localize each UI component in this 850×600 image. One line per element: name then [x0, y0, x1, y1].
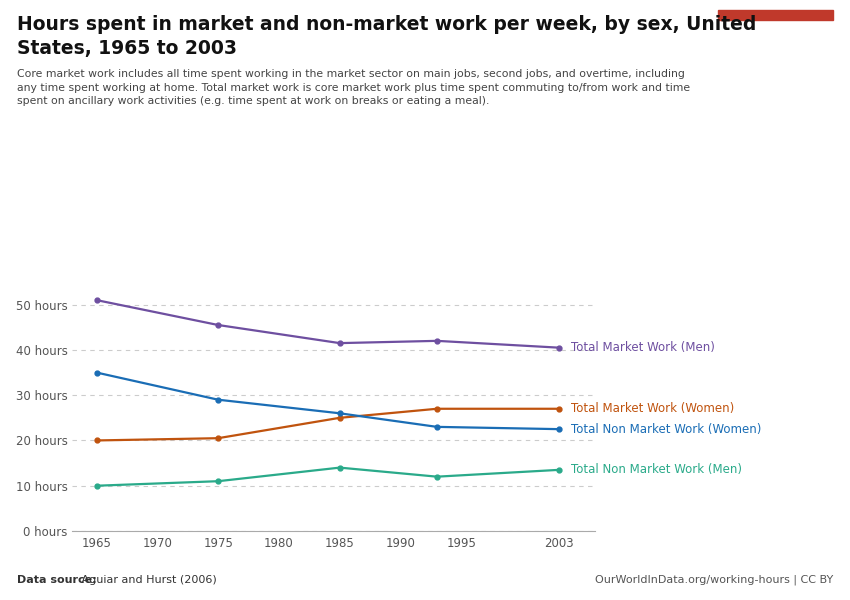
- Text: Aguiar and Hurst (2006): Aguiar and Hurst (2006): [78, 575, 217, 585]
- Text: Our World: Our World: [746, 29, 805, 39]
- Text: Total Non Market Work (Women): Total Non Market Work (Women): [570, 422, 761, 436]
- Text: Core market work includes all time spent working in the market sector on main jo: Core market work includes all time spent…: [17, 69, 690, 106]
- Text: Total Market Work (Men): Total Market Work (Men): [570, 341, 715, 354]
- Bar: [718, 10, 833, 20]
- Text: in Data: in Data: [755, 46, 796, 56]
- Text: Data source:: Data source:: [17, 575, 97, 585]
- Text: Total Non Market Work (Men): Total Non Market Work (Men): [570, 463, 742, 476]
- Text: States, 1965 to 2003: States, 1965 to 2003: [17, 39, 237, 58]
- Text: Hours spent in market and non-market work per week, by sex, United: Hours spent in market and non-market wor…: [17, 15, 756, 34]
- Text: Total Market Work (Women): Total Market Work (Women): [570, 402, 734, 415]
- Text: OurWorldInData.org/working-hours | CC BY: OurWorldInData.org/working-hours | CC BY: [595, 575, 833, 585]
